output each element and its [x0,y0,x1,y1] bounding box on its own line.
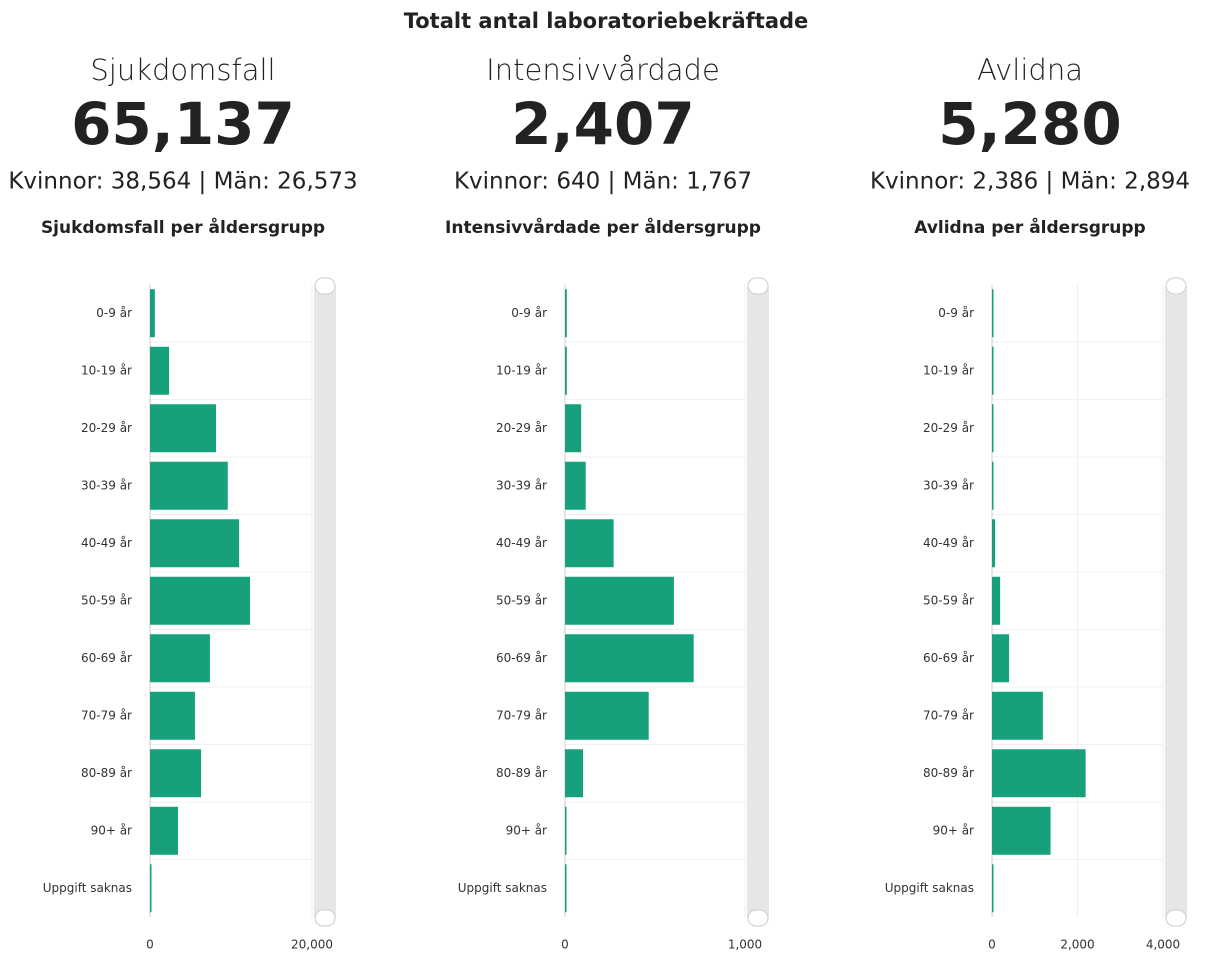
category-label: 0-9 år [938,306,974,320]
x-tick-label: 0 [561,938,569,952]
scroll-handle [747,909,769,927]
x-tick-label: 1,000 [728,938,762,952]
category-label: Uppgift saknas [885,881,974,895]
bar [565,519,614,568]
bar [565,749,583,798]
bar [992,691,1043,740]
x-tick-label: 4,000 [1146,938,1180,952]
panel-total: 5,280 [938,90,1121,158]
bar [992,404,994,453]
chart-title: Avlidna per åldersgrupp [914,216,1145,238]
bar [150,691,195,740]
bar [992,864,994,913]
panel-breakdown: Kvinnor: 2,386 | Män: 2,894 [870,169,1190,195]
category-label: Uppgift saknas [43,881,132,895]
category-label: 70-79 år [81,708,132,722]
scroll-handle [314,909,336,927]
scrollbar [1165,278,1187,926]
bar [565,576,674,625]
scrollbar [747,278,769,926]
x-tick-label: 20,000 [291,938,333,952]
bar [565,346,567,395]
bar [565,634,694,683]
panel-breakdown: Kvinnor: 38,564 | Män: 26,573 [8,169,357,195]
bar [150,461,228,510]
bar [150,289,155,338]
bar [150,634,210,683]
category-label: 10-19 år [496,363,547,377]
category-label: 40-49 år [496,536,547,550]
category-label: 90+ år [91,823,132,837]
bar [992,289,994,338]
category-label: Uppgift saknas [458,881,547,895]
category-label: 50-59 år [496,593,547,607]
bar [150,806,178,855]
category-label: 10-19 år [81,363,132,377]
x-tick-label: 0 [988,938,996,952]
scroll-handle [314,277,336,295]
scrollbar [314,278,336,926]
category-label: 30-39 år [923,478,974,492]
category-label: 0-9 år [511,306,547,320]
category-label: 50-59 år [81,593,132,607]
category-label: 20-29 år [923,421,974,435]
bar [150,404,217,453]
bar [565,289,567,338]
category-label: 40-49 år [81,536,132,550]
category-label: 80-89 år [496,766,547,780]
category-label: 70-79 år [496,708,547,722]
bar [565,864,567,913]
bar [565,461,586,510]
category-label: 20-29 år [496,421,547,435]
category-label: 40-49 år [923,536,974,550]
scroll-handle [1165,909,1187,927]
category-label: 60-69 år [81,651,132,665]
scroll-handle [1165,277,1187,295]
bar [992,806,1051,855]
panel-heading: Sjukdomsfall [90,53,275,87]
bar [565,404,582,453]
panel-total: 2,407 [511,90,694,158]
bar [150,749,202,798]
bar [992,634,1010,683]
category-label: 60-69 år [923,651,974,665]
x-tick-label: 0 [146,938,154,952]
panel-heading: Intensivvårdade [486,53,720,87]
scroll-handle [747,277,769,295]
bar [150,576,251,625]
bar [992,461,994,510]
category-label: 0-9 år [96,306,132,320]
category-label: 30-39 år [496,478,547,492]
x-tick-label: 2,000 [1060,938,1094,952]
category-label: 80-89 år [923,766,974,780]
category-label: 20-29 år [81,421,132,435]
category-label: 80-89 år [81,766,132,780]
category-label: 10-19 år [923,363,974,377]
bar [150,346,170,395]
panel-breakdown: Kvinnor: 640 | Män: 1,767 [454,169,752,195]
category-label: 50-59 år [923,593,974,607]
panel-heading: Avlidna [977,53,1083,87]
category-label: 60-69 år [496,651,547,665]
bar [992,749,1086,798]
chart-title: Intensivvårdade per åldersgrupp [445,216,761,238]
bar [150,864,152,913]
bar [992,576,1001,625]
bar [992,519,995,568]
bar [565,691,649,740]
bar [992,346,994,395]
page-title: Totalt antal laboratoriebekräftade [404,9,809,33]
category-label: 90+ år [506,823,547,837]
panel-total: 65,137 [71,90,295,158]
chart-title: Sjukdomsfall per åldersgrupp [41,216,325,238]
bar [565,806,567,855]
category-label: 90+ år [933,823,974,837]
category-label: 30-39 år [81,478,132,492]
category-label: 70-79 år [923,708,974,722]
bar [150,519,240,568]
